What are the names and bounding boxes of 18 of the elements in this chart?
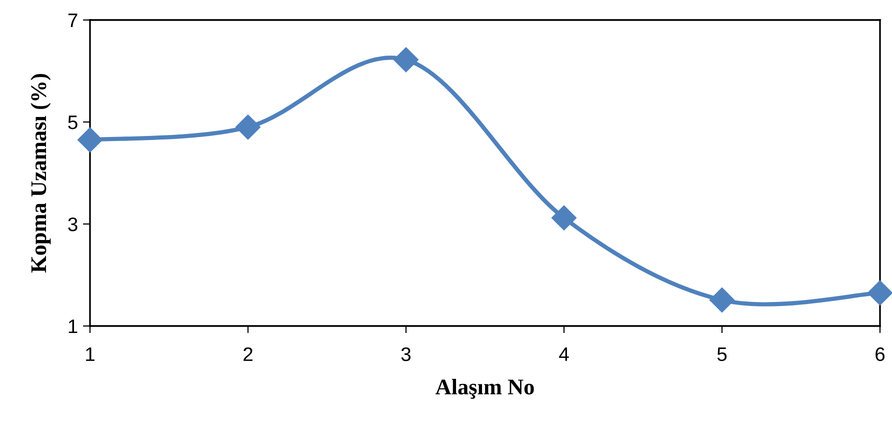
point [868, 280, 892, 306]
point [394, 47, 418, 72]
point [552, 205, 576, 230]
y-tick-label: 1 [68, 320, 78, 334]
x-tick-label: 2 [244, 347, 252, 361]
y-tick-label: 3 [68, 217, 78, 232]
y-tick-label: 5 [68, 116, 78, 130]
y-tick-label: 7 [68, 14, 78, 28]
y-axis-title: Kopma Uzaması (%) [30, 74, 51, 273]
x-axis-title: Alaşım No [436, 378, 534, 399]
x-tick-label: 1 [86, 348, 94, 361]
point [710, 288, 734, 312]
x-tick-label: 3 [401, 347, 411, 362]
x-tick-label: 6 [876, 347, 885, 362]
point [236, 114, 260, 140]
x-tick-label: 5 [717, 348, 727, 362]
x-tick-label: 4 [559, 348, 569, 361]
point [78, 127, 102, 152]
